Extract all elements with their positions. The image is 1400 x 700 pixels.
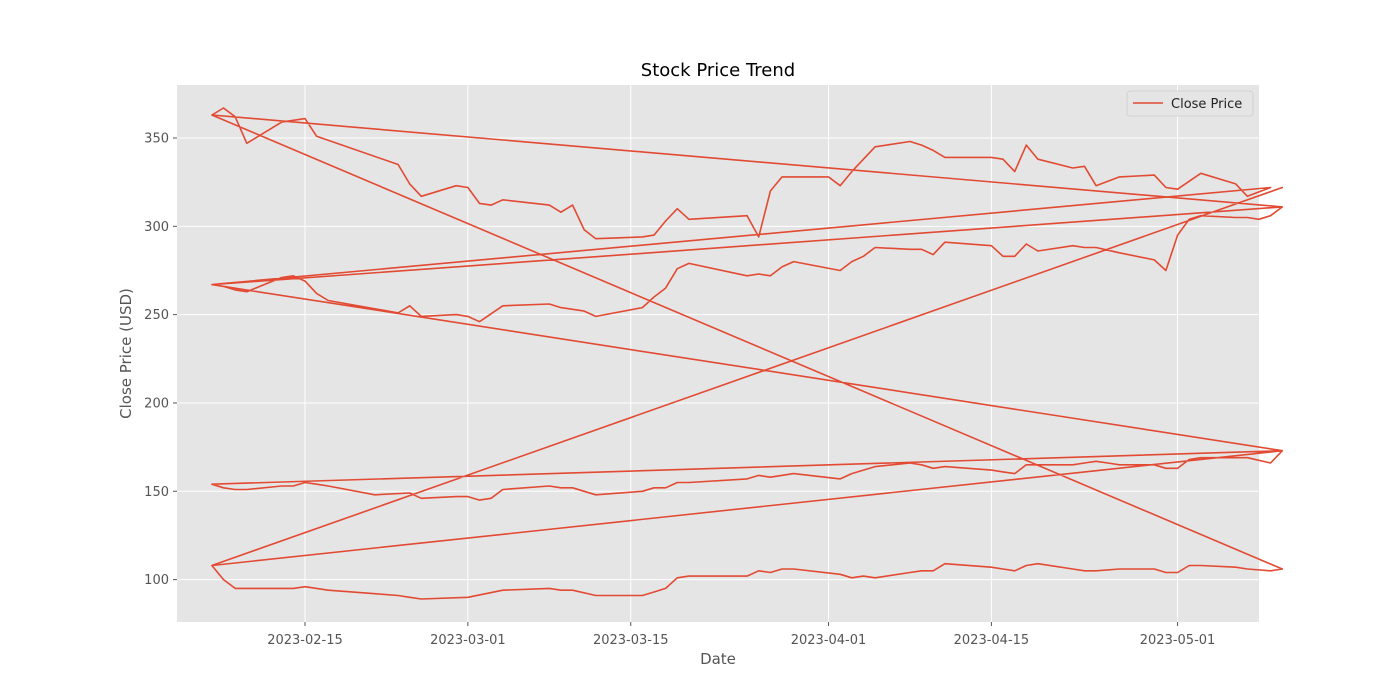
x-tick-label: 2023-04-15: [954, 633, 1030, 648]
legend-box: [1126, 90, 1254, 117]
y-axis-ticks: 100 150 200 250 300 350: [144, 131, 177, 588]
y-tick-label: 350: [144, 131, 169, 146]
x-tick-label: 2023-05-01: [1140, 633, 1216, 648]
x-axis-label: Date: [700, 650, 736, 668]
x-tick-label: 2023-03-15: [593, 633, 669, 648]
grid-lines: [177, 85, 1259, 622]
legend-label-close-price: Close Price: [1171, 97, 1242, 112]
series-line-close-price: [211, 107, 1284, 600]
legend: Close Price: [1126, 90, 1254, 117]
y-tick-label: 150: [144, 485, 169, 500]
plot-area: [177, 85, 1259, 622]
y-tick-label: 300: [144, 220, 169, 235]
y-tick-label: 250: [144, 308, 169, 323]
x-axis-ticks: 2023-02-15 2023-03-01 2023-03-15 2023-04-01…: [267, 622, 1215, 648]
x-tick-label: 2023-03-01: [430, 633, 506, 648]
y-axis-label: Close Price (USD): [117, 288, 135, 419]
x-tick-label: 2023-02-15: [267, 633, 343, 648]
chart-title: Stock Price Trend: [641, 60, 795, 81]
x-tick-label: 2023-04-01: [791, 633, 867, 648]
y-tick-label: 100: [144, 573, 169, 588]
y-tick-label: 200: [144, 396, 169, 411]
